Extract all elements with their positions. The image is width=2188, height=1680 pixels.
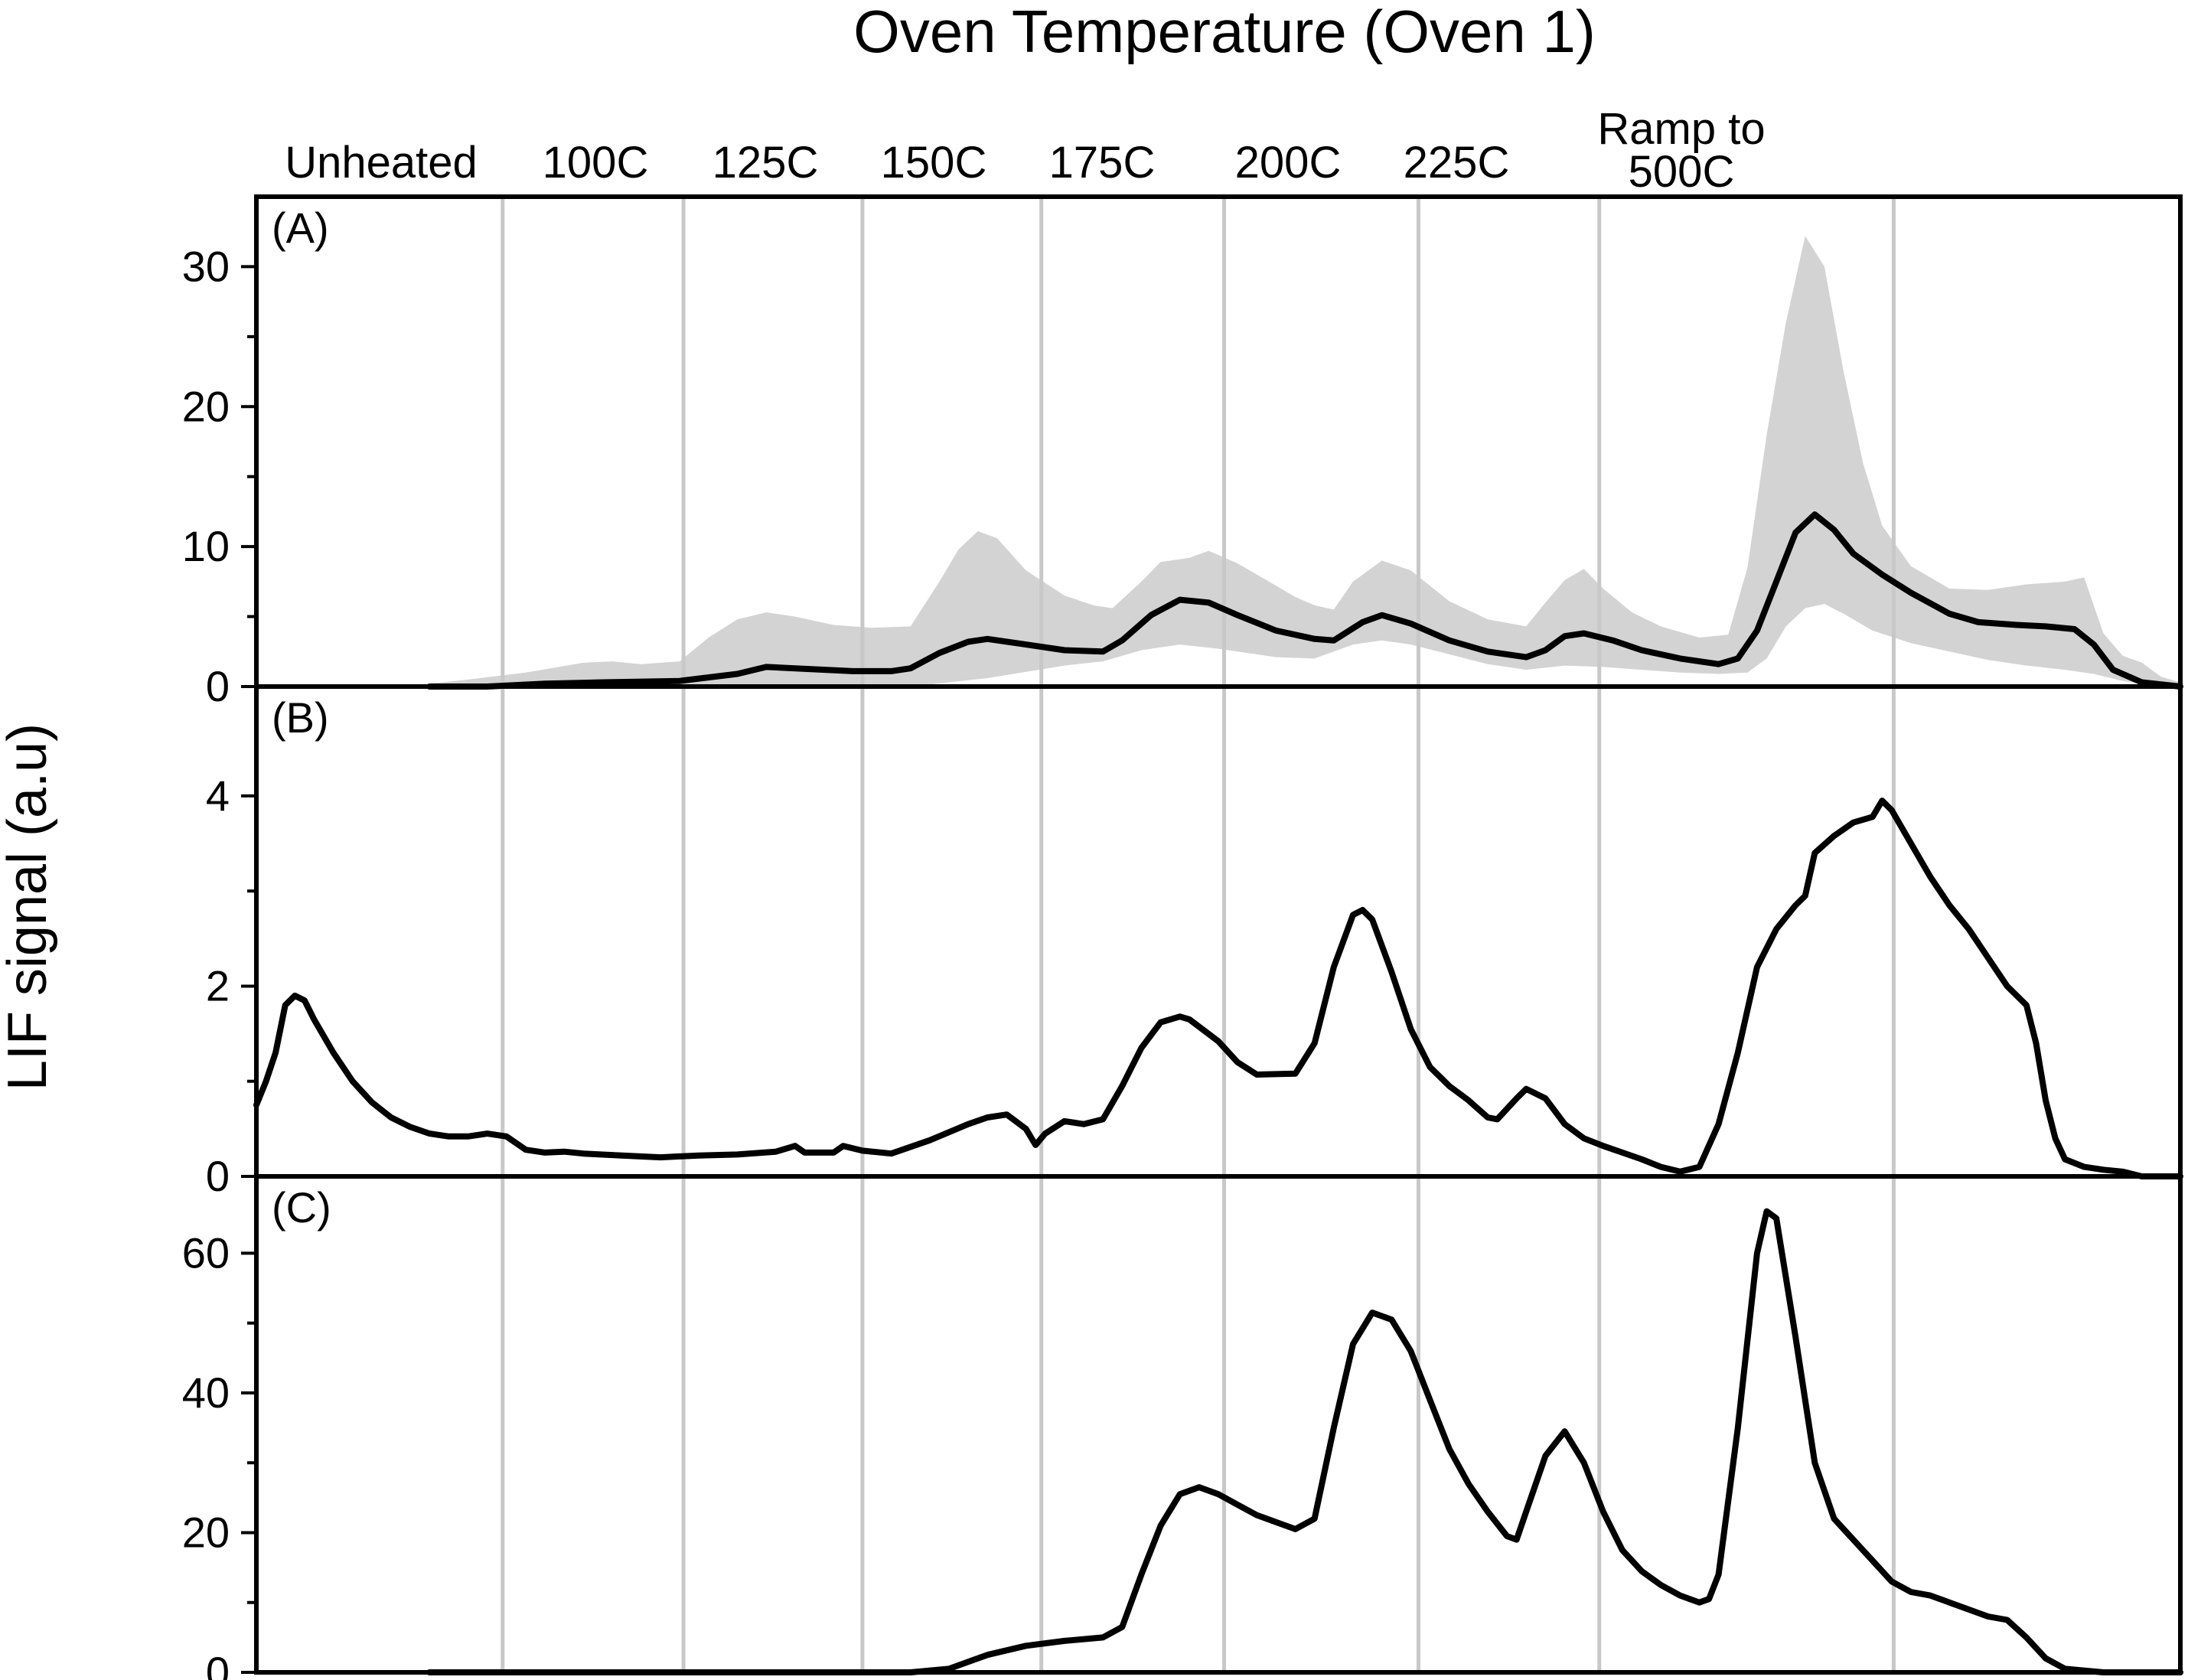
panel-0-ytick-label-0: 0: [206, 662, 230, 710]
panel-0-ytick-label-3: 30: [182, 242, 230, 290]
chart-panels: 0 10 20 30 (A) 0 2 4 (B) 0 20 40 60 (C): [182, 194, 2183, 1680]
stage-label-0: Unheated: [285, 138, 478, 188]
panel-2-ytick-label-3: 60: [182, 1228, 230, 1277]
stage-label-2: 125C: [712, 138, 819, 188]
panel-1-frame: [254, 684, 2183, 1179]
stage-label-1: 100C: [543, 138, 649, 188]
stage-label-5: 200C: [1235, 138, 1342, 188]
y-axis-title: LIF signal (a.u): [0, 723, 58, 1091]
panel-2-ytick-label-1: 20: [182, 1508, 230, 1556]
panel-2-ytick-label-2: 40: [182, 1368, 230, 1417]
panel-1-series-0-line: [253, 798, 2183, 1179]
panel-1: 0 2 4 (B): [206, 684, 2183, 1200]
panel-0-ytick-label-2: 20: [182, 382, 230, 430]
panel-1-ytick-label-0: 0: [206, 1152, 230, 1200]
panel-0-series-0-line: [426, 511, 2183, 690]
panel-1-ytick-label-1: 2: [206, 961, 230, 1010]
panel-0-ytick-label-1: 10: [182, 522, 230, 570]
stage-label-6: 225C: [1404, 138, 1510, 188]
panel-2: 0 20 40 60 (C): [182, 1174, 2183, 1680]
temperature-stage-labels: Unheated 100C 125C 150C 175C 200C 225C Ramp to 5…: [285, 104, 1765, 197]
stage-label-4: 175C: [1049, 138, 1156, 188]
panel-2-series-0-line: [426, 1208, 2183, 1675]
panel-2-label: (C): [272, 1183, 331, 1231]
panel-0-range-band-0: [429, 236, 2180, 687]
panel-0-label: (A): [272, 204, 329, 252]
stage-label-3: 150C: [881, 138, 987, 188]
panel-2-frame: [254, 1174, 2183, 1675]
panel-0: 0 10 20 30 (A): [182, 194, 2183, 710]
panel-1-label: (B): [272, 693, 329, 742]
chart-title: Oven Temperature (Oven 1): [853, 0, 1596, 65]
stage-label-7: Ramp to 500C: [1597, 104, 1765, 197]
panel-1-ytick-label-2: 4: [206, 771, 230, 820]
panel-2-ytick-label-0: 0: [206, 1648, 230, 1680]
